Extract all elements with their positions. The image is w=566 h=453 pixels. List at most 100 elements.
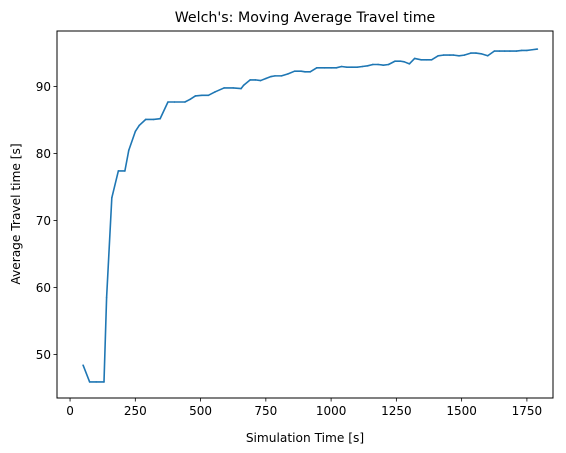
data-point — [88, 381, 91, 383]
data-point — [340, 65, 343, 68]
y-tick-label: 70 — [36, 214, 51, 228]
data-point — [475, 52, 477, 54]
data-point — [111, 196, 113, 199]
data-point — [382, 64, 385, 66]
data-point — [105, 296, 108, 299]
data-point — [254, 79, 257, 81]
data-point — [345, 66, 348, 68]
data-point — [413, 57, 416, 60]
data-point — [408, 63, 411, 65]
data-point — [194, 95, 197, 97]
x-tick-label: 1500 — [446, 404, 477, 418]
data-point — [425, 58, 428, 61]
data-point — [274, 75, 276, 77]
data-point — [309, 71, 312, 73]
data-point — [159, 117, 161, 120]
data-point — [144, 118, 147, 121]
data-point — [293, 70, 296, 72]
data-point — [503, 50, 506, 52]
data-point — [240, 87, 242, 90]
data-point — [134, 130, 137, 133]
y-tick-label: 60 — [36, 281, 51, 295]
data-point — [223, 87, 225, 89]
data-point — [201, 94, 203, 97]
data-point — [420, 58, 422, 61]
data-point — [124, 170, 126, 172]
data-point — [117, 170, 120, 172]
data-point — [270, 75, 272, 78]
data-point — [152, 118, 155, 121]
data-point — [361, 65, 364, 68]
x-axis-label: Simulation Time [s] — [246, 431, 364, 445]
data-point — [280, 75, 283, 77]
data-point — [82, 364, 84, 366]
data-point — [403, 61, 406, 63]
data-point — [493, 50, 496, 52]
data-point — [351, 66, 353, 68]
data-point — [453, 54, 455, 56]
data-point — [463, 54, 466, 56]
y-axis-ticks: 50 60 70 80 90 — [36, 80, 57, 362]
data-point — [442, 54, 445, 56]
data-point — [300, 70, 302, 72]
data-point — [173, 101, 176, 103]
data-point — [265, 77, 267, 80]
data-point — [287, 73, 289, 75]
data-point — [515, 50, 518, 52]
data-point — [458, 54, 460, 57]
x-tick-label: 500 — [189, 404, 212, 418]
x-axis-ticks: 0 250 500 750 1000 1250 1500 1750 — [66, 398, 542, 418]
data-point — [498, 50, 501, 52]
data-point — [127, 149, 130, 152]
data-point — [95, 381, 97, 383]
data-point — [207, 94, 210, 97]
data-point — [138, 124, 141, 127]
x-tick-label: 250 — [124, 404, 147, 418]
axes-frame — [56, 30, 554, 399]
plot-area — [57, 31, 553, 398]
data-point — [189, 98, 191, 101]
y-axis-label: Average Travel time [s] — [9, 143, 23, 284]
data-point — [232, 87, 235, 89]
data-point — [430, 58, 433, 61]
data-point — [356, 66, 359, 68]
data-point — [449, 54, 451, 56]
data-point — [399, 60, 402, 62]
data-point — [304, 71, 306, 73]
data-point — [486, 54, 489, 57]
data-point — [330, 67, 332, 69]
data-point — [437, 54, 439, 57]
chart-title: Welch's: Moving Average Travel time — [175, 10, 436, 26]
y-tick-label: 80 — [36, 147, 51, 161]
x-tick-label: 1750 — [512, 404, 543, 418]
data-point — [509, 50, 511, 52]
data-point — [531, 48, 533, 51]
data-point — [259, 79, 262, 82]
y-tick-label: 90 — [36, 80, 51, 94]
data-point — [315, 67, 318, 69]
data-point — [469, 52, 472, 54]
data-point — [387, 63, 390, 66]
x-tick-label: 1000 — [316, 404, 347, 418]
data-point — [242, 84, 245, 87]
data-point — [536, 48, 539, 50]
data-point — [335, 67, 338, 69]
data-point — [323, 67, 326, 69]
data-point — [377, 63, 379, 66]
data-point — [372, 63, 374, 66]
data-point — [520, 49, 523, 52]
data-point — [103, 381, 105, 383]
y-tick-label: 50 — [36, 348, 51, 362]
data-point — [480, 52, 483, 55]
x-tick-label: 1250 — [381, 404, 412, 418]
data-point — [366, 65, 369, 67]
data-point — [394, 60, 396, 62]
x-tick-label: 750 — [254, 404, 277, 418]
x-tick-label: 0 — [66, 404, 74, 418]
data-point — [167, 101, 169, 103]
data-point — [184, 101, 186, 103]
data-points — [82, 48, 539, 383]
data-point — [214, 91, 216, 93]
data-point — [526, 49, 528, 52]
